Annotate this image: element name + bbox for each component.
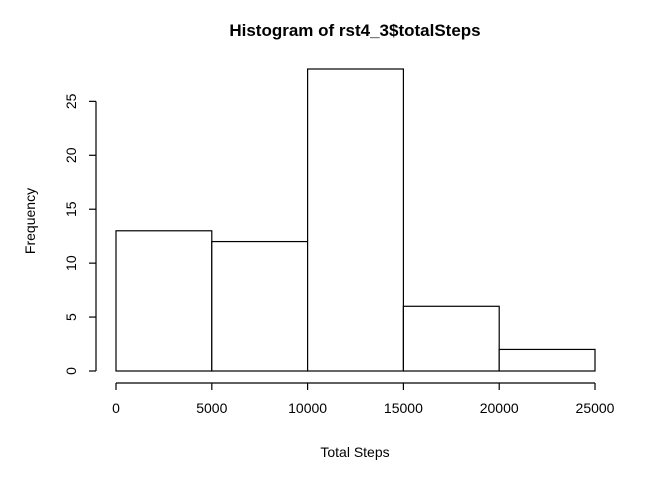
histogram-bar-4 <box>498 348 596 372</box>
chart-title: Histogram of rst4_3$totalSteps <box>229 21 480 40</box>
y-tick-label-3: 15 <box>63 201 79 217</box>
x-tick-label-0: 0 <box>112 400 120 416</box>
x-tick-label-5: 25000 <box>576 400 615 416</box>
y-tick-label-0: 0 <box>63 367 79 375</box>
x-tick-label-1: 5000 <box>196 400 227 416</box>
bars-group <box>115 68 596 372</box>
histogram-bar-0 <box>115 230 213 372</box>
x-axis: 0 5000 10000 15000 20000 25000 <box>112 382 615 416</box>
y-tick-label-5: 25 <box>63 93 79 109</box>
y-axis: 0 5 10 15 20 25 <box>63 93 97 375</box>
histogram-bar-2 <box>307 68 405 372</box>
histogram-bar-3 <box>402 305 500 372</box>
x-axis-label: Total Steps <box>320 444 389 460</box>
histogram-bar-1 <box>211 240 309 372</box>
x-tick-label-2: 10000 <box>288 400 327 416</box>
y-tick-label-4: 20 <box>63 147 79 163</box>
x-tick-label-4: 20000 <box>480 400 519 416</box>
y-axis-label: Frequency <box>22 188 38 254</box>
y-tick-label-1: 5 <box>63 313 79 321</box>
x-tick-label-3: 15000 <box>384 400 423 416</box>
y-tick-label-2: 10 <box>63 255 79 271</box>
